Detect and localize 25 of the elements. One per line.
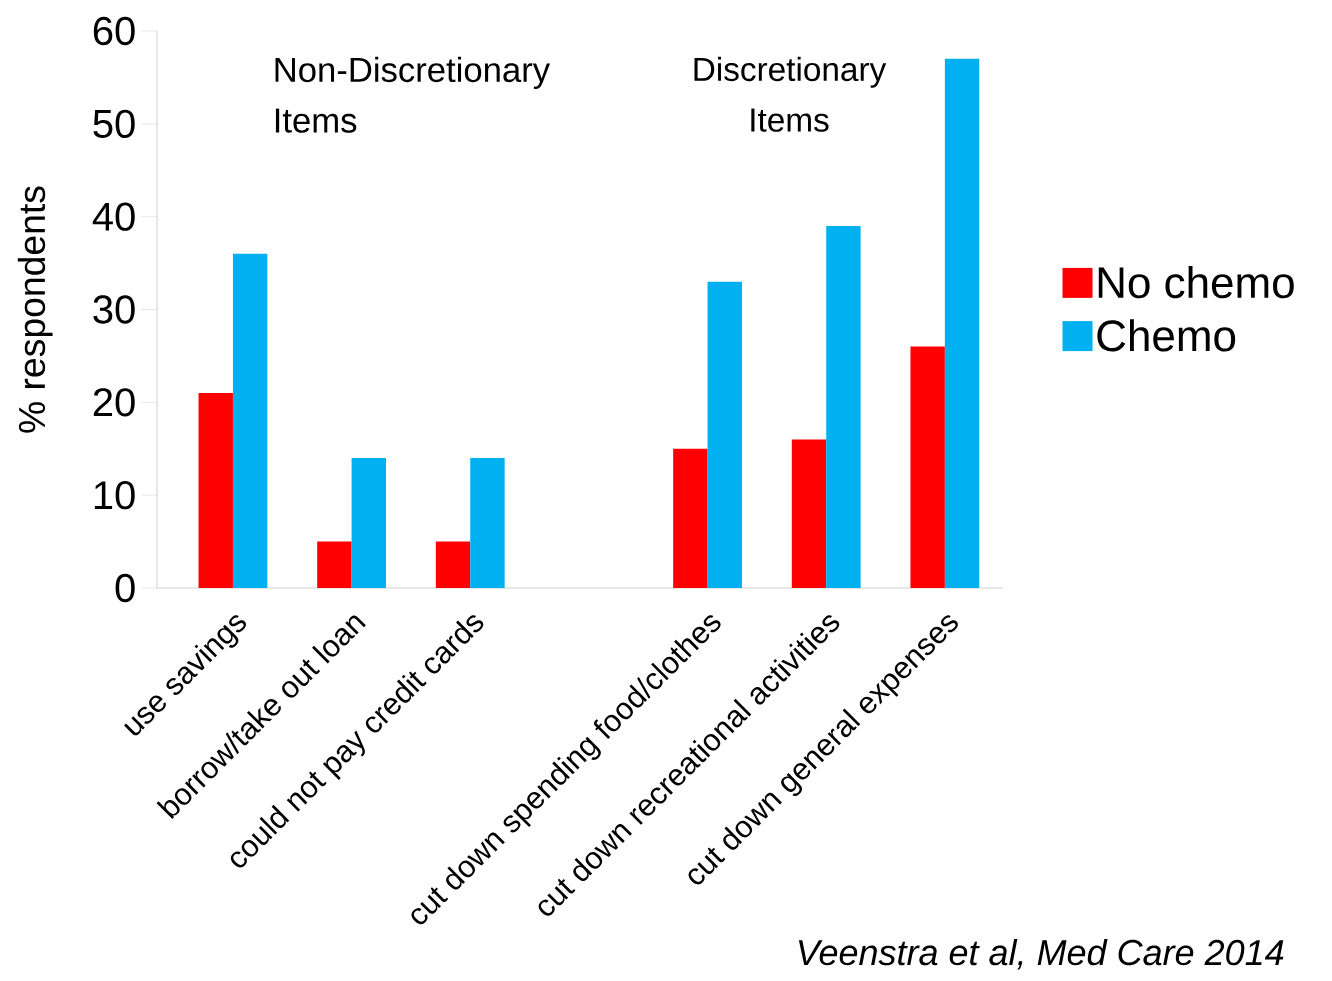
y-axis-title: % respondents — [17, 186, 53, 433]
annotation: Non-Discretionary Items — [275, 56, 551, 133]
bar — [435, 541, 471, 588]
y-tick-label: 0 — [115, 573, 135, 603]
legend-label: No chemo — [1098, 265, 1294, 299]
bar — [944, 58, 980, 588]
bar — [198, 393, 233, 588]
annotation: Discretionary Items — [694, 56, 887, 132]
y-tick-label: 50 — [93, 109, 135, 138]
y-tick-label: 40 — [92, 202, 135, 231]
y-tick-label: 10 — [94, 480, 135, 510]
y-tick-label: 20 — [93, 388, 135, 417]
bar — [707, 281, 742, 588]
bar — [351, 458, 387, 588]
y-tick-label: 60 — [93, 16, 135, 46]
bar — [910, 346, 945, 588]
y-tick-label: 30 — [93, 295, 135, 324]
bar — [826, 225, 861, 588]
bar — [673, 448, 708, 588]
text: Veenstra et al, Med Care 2014 — [798, 938, 1284, 970]
bar — [232, 253, 268, 588]
bar — [791, 439, 827, 588]
legend-label: Chemo — [1097, 319, 1236, 352]
bar — [317, 541, 352, 588]
bar — [470, 458, 505, 588]
